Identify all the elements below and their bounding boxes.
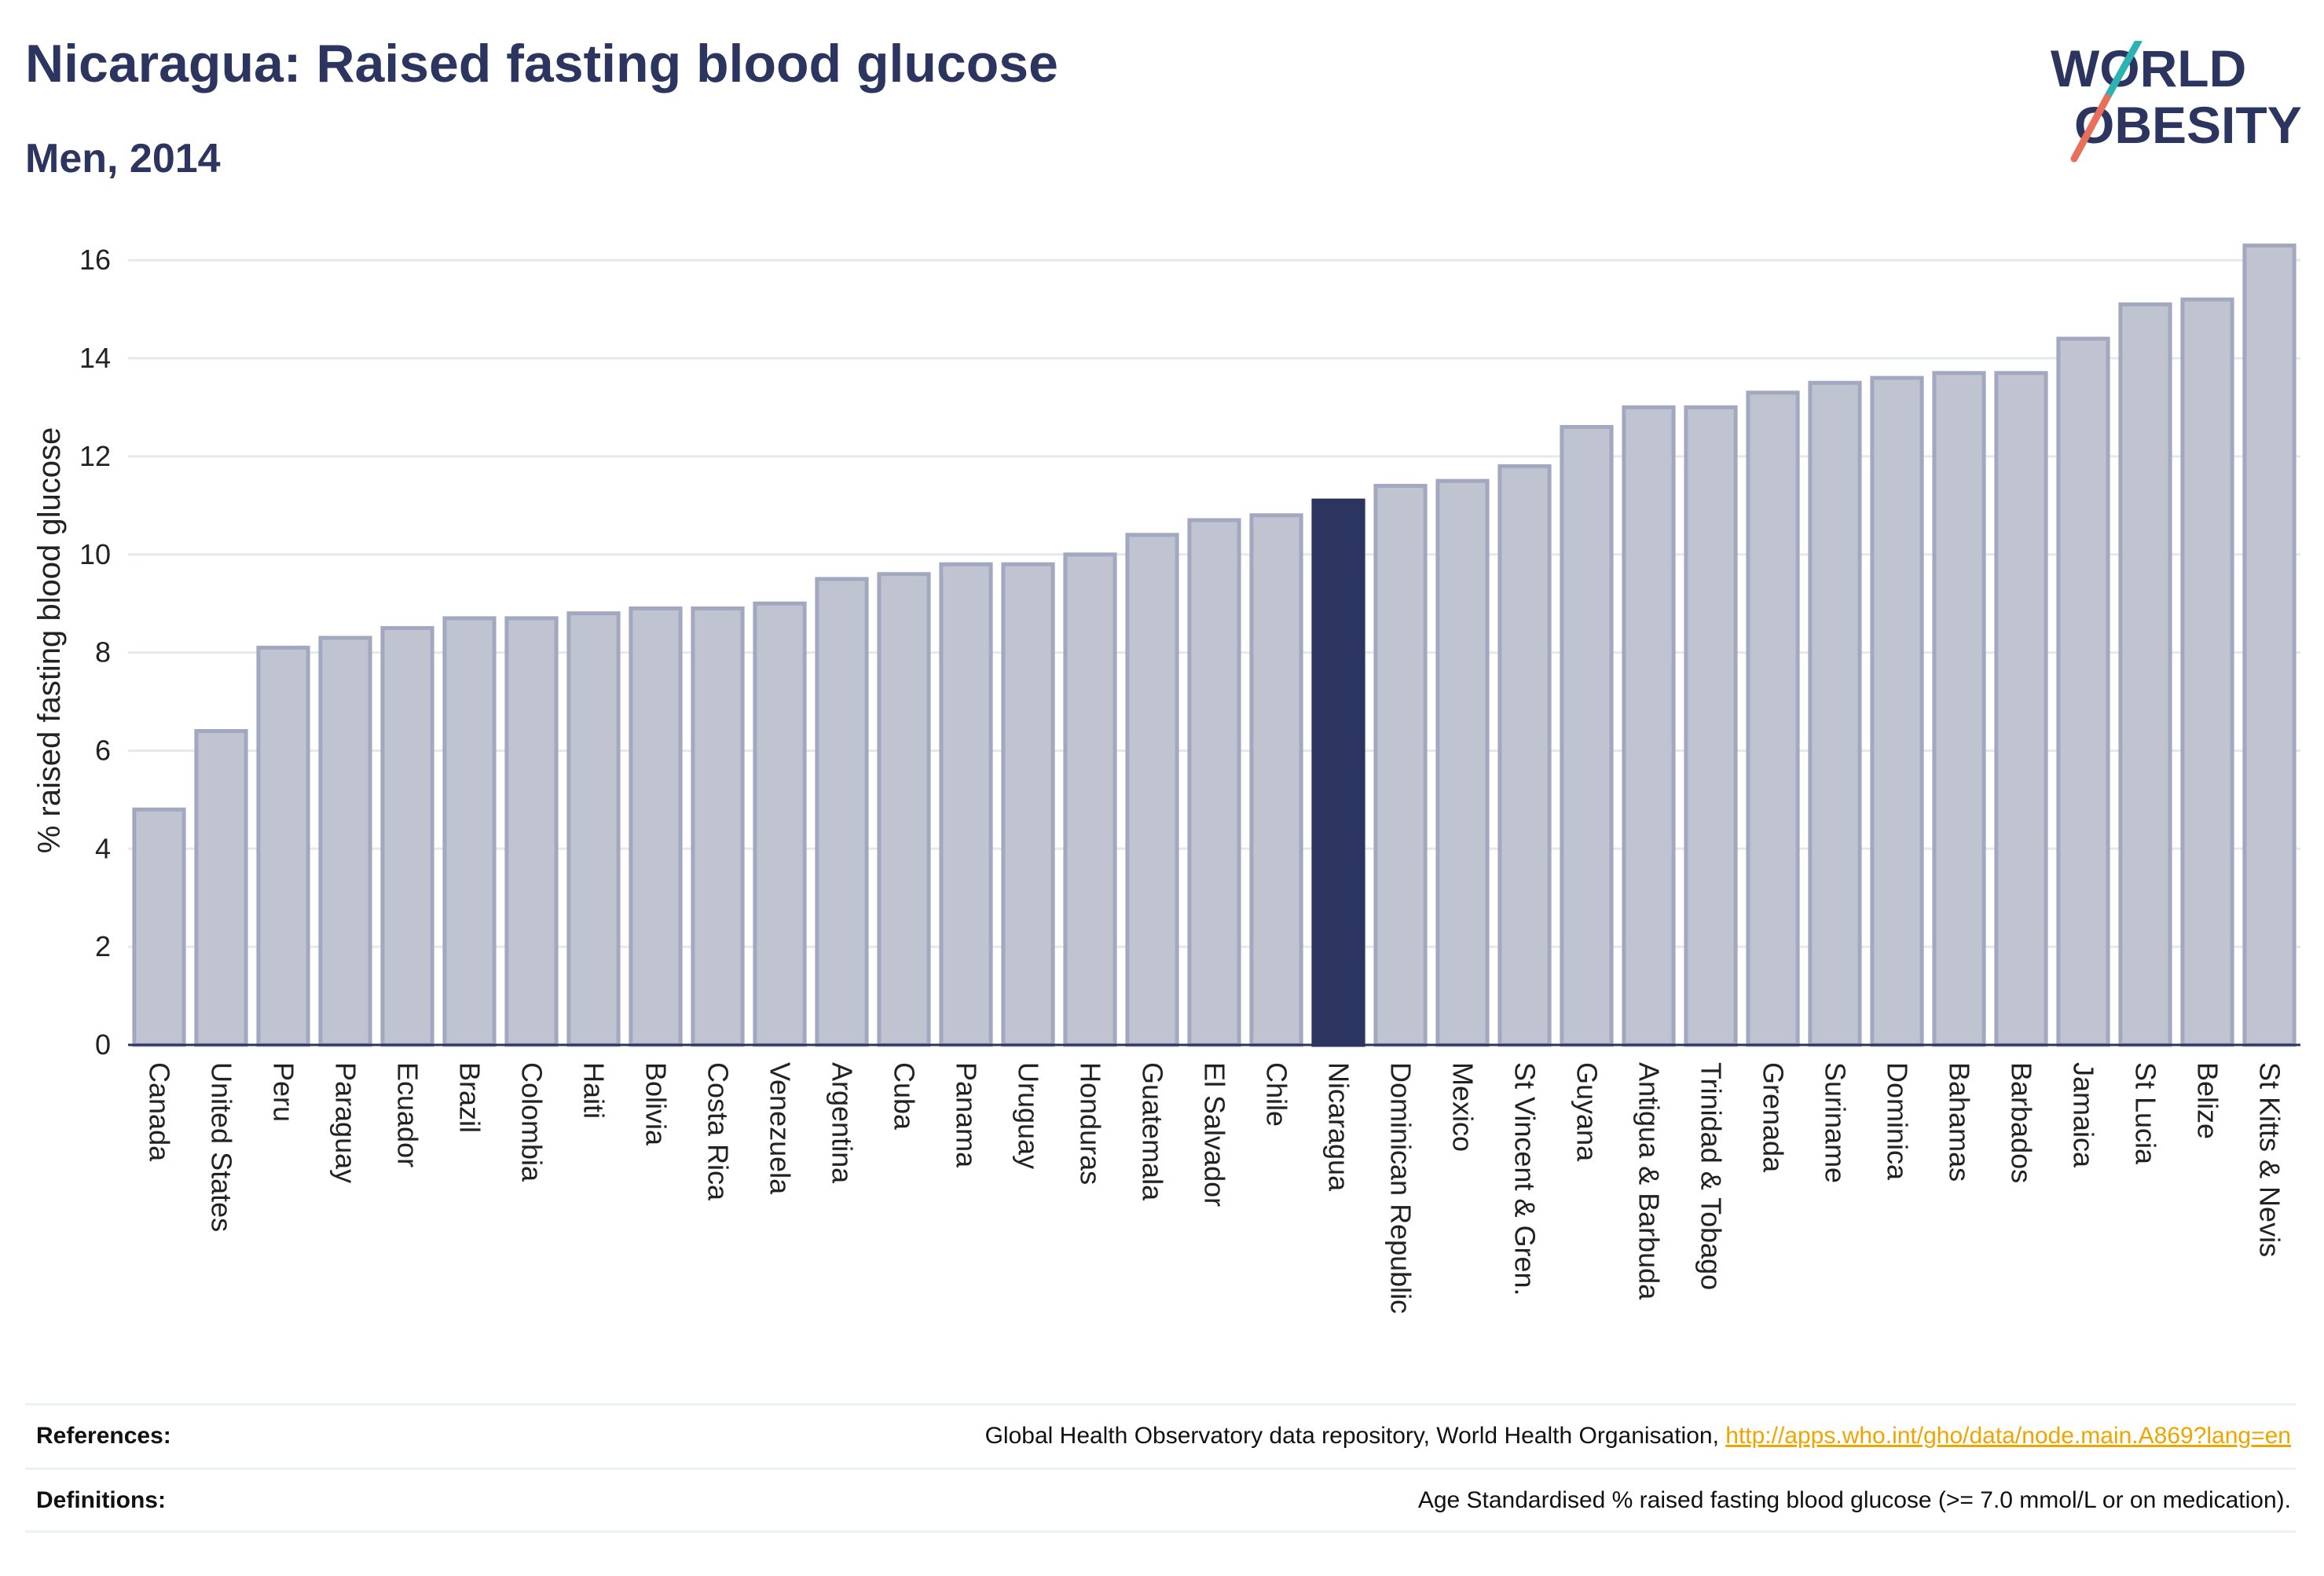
x-tick-label: Chile — [1261, 1062, 1293, 1127]
logo-word-obesity: OBESITY — [2074, 96, 2302, 154]
bar — [1932, 371, 1986, 1047]
logo-word-world: WORLD — [2051, 41, 2246, 97]
y-tick-label: 8 — [95, 636, 111, 669]
x-tick-label: Venezuela — [764, 1062, 797, 1195]
y-tick-label: 4 — [95, 832, 111, 864]
x-tick-label: Cuba — [889, 1062, 921, 1131]
footer-divider — [25, 1530, 2296, 1533]
x-tick-label: Paraguay — [330, 1062, 362, 1183]
x-tick-label: Mexico — [1447, 1062, 1479, 1152]
bar — [1001, 562, 1055, 1047]
y-tick-label: 0 — [95, 1028, 111, 1061]
bar — [1187, 518, 1241, 1047]
x-tick-label: Trinidad & Tobago — [1695, 1062, 1728, 1290]
x-tick-label: Honduras — [1075, 1062, 1107, 1185]
bar — [132, 807, 186, 1047]
x-tick-label: Belize — [2192, 1062, 2224, 1139]
definitions-label: Definitions: — [36, 1487, 166, 1513]
bar — [2180, 297, 2234, 1047]
y-tick-label: 6 — [95, 734, 111, 766]
definitions-row: Definitions: Age Standardised % raised f… — [25, 1468, 2296, 1533]
x-tick-label: Nicaragua — [1323, 1062, 1355, 1192]
page-subtitle: Men, 2014 — [25, 136, 221, 181]
bar — [194, 728, 248, 1047]
bar — [1622, 405, 1676, 1047]
y-tick-label: 16 — [79, 244, 111, 276]
x-tick-label: Peru — [268, 1062, 300, 1122]
x-tick-label: St Vincent & Gren. — [1509, 1062, 1541, 1296]
bar — [1249, 513, 1303, 1047]
bar — [815, 577, 869, 1047]
x-tick-label: Haiti — [578, 1062, 610, 1119]
world-obesity-logo: WORLD OBESITY — [2051, 41, 2302, 163]
bar — [1435, 478, 1490, 1047]
bar — [2242, 243, 2297, 1047]
bar — [753, 601, 807, 1047]
x-tick-label: Bolivia — [640, 1062, 673, 1146]
x-tick-label: Dominican Republic — [1385, 1062, 1417, 1314]
x-tick-label: Argentina — [827, 1062, 859, 1184]
bar — [566, 611, 621, 1047]
references-label: References: — [36, 1423, 171, 1449]
definitions-text: Age Standardised % raised fasting blood … — [1417, 1487, 2291, 1513]
references-link[interactable]: http://apps.who.int/gho/data/node.main.A… — [1725, 1423, 2291, 1449]
x-tick-label: Costa Rica — [702, 1062, 735, 1201]
x-tick-label: United States — [206, 1062, 238, 1232]
bar — [1994, 371, 2048, 1047]
bar — [504, 616, 559, 1047]
x-tick-label: Suriname — [1820, 1062, 1852, 1183]
references-row: References: Global Health Observatory da… — [25, 1403, 2296, 1468]
bar — [1746, 390, 1800, 1047]
bar — [1808, 380, 1862, 1047]
logo-slash-teal — [2103, 41, 2143, 101]
references-value: Global Health Observatory data repositor… — [985, 1423, 2291, 1450]
x-tick-label: Antigua & Barbuda — [1633, 1062, 1666, 1300]
x-tick-label: Canada — [144, 1062, 176, 1162]
bar — [1373, 483, 1428, 1047]
y-tick-label: 12 — [79, 440, 111, 472]
bar — [629, 606, 683, 1047]
x-tick-label: El Salvador — [1199, 1062, 1231, 1207]
y-axis-label: % raised fasting blood glucose — [32, 427, 67, 854]
bar — [1684, 405, 1738, 1047]
y-tick-label: 2 — [95, 930, 111, 962]
x-tick-label: Ecuador — [392, 1062, 424, 1167]
bar-chart: 0 2 4 6 8 10 12 14 16 % raised fasting blood gluc… — [32, 243, 2300, 1314]
x-tick-label: Barbados — [2006, 1062, 2038, 1183]
bar — [939, 562, 993, 1047]
bar — [380, 625, 434, 1047]
y-tick-label: 10 — [79, 538, 111, 570]
bar — [256, 645, 310, 1047]
bar — [1063, 552, 1117, 1047]
bar — [1311, 498, 1365, 1047]
x-tick-label: Guatemala — [1137, 1062, 1169, 1201]
bar — [2056, 336, 2110, 1047]
x-tick-label: Bahamas — [1944, 1062, 1976, 1182]
x-tick-label: Jamaica — [2068, 1062, 2100, 1168]
bar — [1125, 533, 1179, 1047]
x-tick-label: Uruguay — [1013, 1062, 1045, 1169]
page-title: Nicaragua: Raised fasting blood glucose — [25, 34, 1058, 93]
references-text: Global Health Observatory data repositor… — [984, 1423, 1726, 1449]
x-tick-label: Dominica — [1882, 1062, 1914, 1181]
bar — [318, 636, 372, 1047]
x-tick-label: St Lucia — [2130, 1062, 2162, 1165]
x-tick-label: Panama — [951, 1062, 983, 1168]
x-tick-label: Brazil — [454, 1062, 486, 1133]
x-tick-label: Guyana — [1571, 1062, 1604, 1162]
bar — [691, 606, 745, 1047]
y-tick-label: 14 — [79, 342, 111, 374]
bar — [1497, 464, 1552, 1047]
bar — [1560, 424, 1614, 1047]
bar — [1870, 376, 1924, 1047]
logo-slash-coral — [2070, 93, 2111, 163]
x-tick-label: St Kitts & Nevis — [2254, 1062, 2286, 1257]
bar — [877, 572, 931, 1047]
bar — [442, 616, 497, 1047]
x-tick-label: Colombia — [516, 1062, 548, 1182]
x-tick-label: Grenada — [1758, 1062, 1790, 1173]
bar — [2118, 302, 2172, 1047]
